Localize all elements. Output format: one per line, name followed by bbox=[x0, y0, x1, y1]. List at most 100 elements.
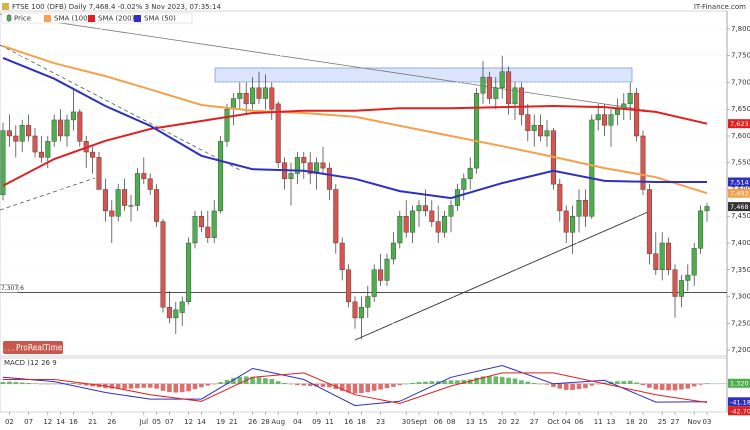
histogram-bar bbox=[128, 383, 134, 389]
trend-line bbox=[354, 211, 649, 341]
x-tick-label: 05 bbox=[152, 418, 161, 426]
candle-body bbox=[518, 87, 524, 115]
histogram-bar bbox=[39, 383, 44, 385]
y-tick-label: 7,450 bbox=[731, 212, 750, 220]
x-tick-label: 14 bbox=[56, 418, 65, 426]
histogram-bar bbox=[13, 382, 19, 384]
x-tick-label: Sept bbox=[411, 418, 427, 426]
x-tick-label: 13 bbox=[466, 418, 475, 426]
candle-body bbox=[442, 216, 448, 233]
x-tick-label: 13 bbox=[607, 418, 616, 426]
y-tick-label: 7,300 bbox=[731, 293, 750, 301]
x-tick-label: 04 bbox=[562, 418, 571, 426]
legend-label: SMA (50) bbox=[144, 15, 176, 23]
candle-body bbox=[38, 151, 44, 158]
candle-body bbox=[250, 87, 256, 105]
candle-body bbox=[256, 87, 262, 99]
indicator-line bbox=[2, 56, 707, 200]
histogram-bar bbox=[359, 383, 364, 393]
histogram-bar bbox=[45, 383, 51, 385]
candle-body bbox=[352, 301, 358, 319]
histogram-bar bbox=[615, 381, 620, 384]
candle-body bbox=[128, 205, 134, 207]
candle-body bbox=[435, 221, 441, 233]
candle-body bbox=[237, 92, 243, 99]
candle-body bbox=[192, 216, 198, 244]
candle-body bbox=[640, 135, 646, 190]
horizontal-line-tag bbox=[0, 284, 19, 293]
price-tag bbox=[728, 406, 750, 416]
x-tick-label: 02 bbox=[5, 418, 14, 426]
x-tick-label: 21 bbox=[229, 418, 238, 426]
histogram-bar bbox=[551, 383, 556, 387]
candle-body bbox=[538, 125, 544, 137]
source: IT-Finance.com bbox=[694, 3, 746, 11]
histogram-bar bbox=[26, 382, 31, 384]
histogram-bar bbox=[653, 383, 659, 390]
candle-body bbox=[275, 103, 281, 163]
x-tick-label: 18 bbox=[357, 418, 366, 426]
macd-title: MACD (12 26 9 bbox=[4, 359, 57, 367]
candle-body bbox=[557, 183, 563, 212]
histogram-bar bbox=[391, 383, 396, 387]
histogram-bar bbox=[474, 377, 479, 384]
candle-body bbox=[339, 242, 345, 270]
legend-swatch bbox=[44, 15, 51, 22]
histogram-bar bbox=[77, 383, 83, 385]
logo: ProRealTime bbox=[16, 343, 63, 352]
candle-body bbox=[365, 296, 371, 308]
histogram-bar bbox=[154, 383, 159, 389]
x-tick-label: 27 bbox=[530, 418, 539, 426]
histogram-bar bbox=[627, 380, 633, 384]
histogram-bar bbox=[583, 383, 588, 389]
x-tick-label: 25 bbox=[658, 418, 667, 426]
x-tick-label: 03 bbox=[703, 418, 712, 426]
histogram-bar bbox=[288, 383, 294, 385]
y-tick-label: 7,650 bbox=[731, 105, 750, 113]
candle-body bbox=[531, 125, 537, 131]
candle-body bbox=[90, 151, 96, 158]
candle-body bbox=[461, 178, 467, 190]
candle-body bbox=[26, 125, 32, 137]
candle-body bbox=[294, 157, 300, 174]
x-tick-label: Oct bbox=[547, 418, 559, 426]
trend-line bbox=[0, 13, 646, 111]
histogram-bar bbox=[397, 383, 403, 386]
histogram-bar bbox=[647, 383, 652, 388]
candle-body bbox=[627, 92, 633, 105]
candle-body bbox=[493, 87, 499, 99]
candle-body bbox=[224, 109, 230, 142]
candle-body bbox=[186, 242, 192, 303]
histogram-bar bbox=[173, 383, 179, 393]
candle-body bbox=[346, 269, 352, 303]
histogram-bar bbox=[199, 383, 204, 388]
x-tick-label: 08 bbox=[447, 418, 456, 426]
candle-body bbox=[614, 109, 620, 115]
histogram-bar bbox=[679, 383, 684, 390]
histogram-bar bbox=[231, 378, 236, 384]
x-tick-label: 11 bbox=[325, 418, 334, 426]
x-tick-label: 16 bbox=[344, 418, 353, 426]
price-tag bbox=[728, 378, 750, 388]
histogram-bar bbox=[160, 383, 166, 391]
histogram-bar bbox=[179, 383, 185, 393]
candle-body bbox=[480, 76, 486, 94]
indicator-line bbox=[2, 104, 708, 187]
x-tick-label: 30 bbox=[402, 418, 411, 426]
histogram-bar bbox=[295, 383, 300, 386]
histogram-bar bbox=[371, 383, 377, 391]
candle-body bbox=[301, 157, 307, 163]
histogram-bar bbox=[64, 383, 70, 384]
candle-body bbox=[102, 189, 108, 212]
histogram-bar bbox=[320, 383, 326, 387]
candle-body bbox=[691, 248, 697, 276]
histogram-bar bbox=[704, 383, 710, 384]
candle-body bbox=[486, 76, 492, 99]
candle-body bbox=[109, 210, 115, 217]
candle-body bbox=[371, 269, 377, 297]
histogram-bar bbox=[570, 383, 575, 390]
candle-body bbox=[685, 274, 691, 281]
histogram-bar bbox=[640, 383, 646, 386]
histogram-bar bbox=[672, 383, 678, 391]
indicator-line bbox=[3, 372, 708, 405]
